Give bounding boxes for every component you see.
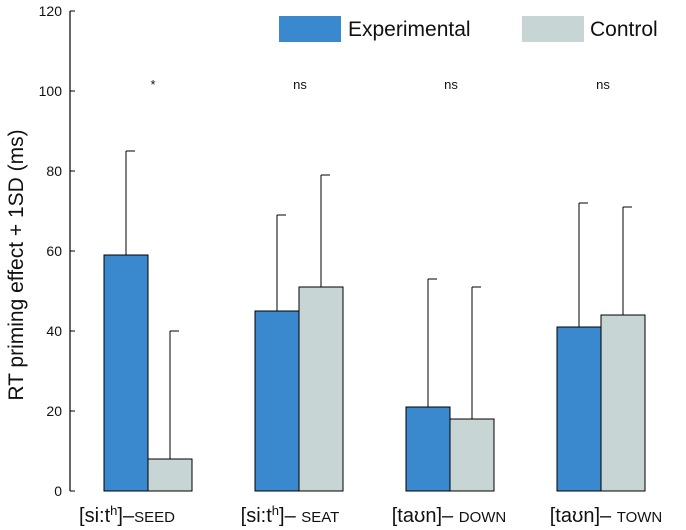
legend-swatch (279, 16, 341, 42)
significance-labels: * ns ns ns (150, 77, 610, 92)
category-bracket: ] (117, 505, 123, 527)
category-superscript: h (110, 503, 117, 518)
bar (600, 314, 646, 492)
x-category-label: [taʊn]– TOWN (550, 505, 663, 527)
bar (449, 418, 495, 492)
legend-swatch (522, 16, 584, 42)
x-category-label: [si:th]– SEAT (241, 503, 340, 528)
y-tick-label: 120 (39, 3, 63, 19)
y-tick-label: 0 (54, 483, 62, 499)
y-axis: 0 20 40 60 80 100 120 (39, 3, 75, 499)
category-dash: – (600, 505, 617, 527)
significance-label: ns (293, 77, 307, 92)
x-category-label: [si:th]–SEED (79, 503, 175, 528)
y-axis-title: RT priming effect + 1SD (ms) (5, 129, 28, 400)
bar (254, 310, 300, 492)
category-word: DOWN (459, 509, 507, 526)
y-tick-label: 20 (46, 403, 62, 419)
category-superscript: h (272, 503, 279, 518)
significance-label: ns (596, 77, 610, 92)
bar (298, 286, 344, 492)
bar (556, 326, 602, 492)
category-dash: – (285, 505, 302, 527)
bar (405, 406, 451, 492)
significance-label: ns (444, 77, 458, 92)
y-tick-label: 100 (39, 83, 63, 99)
y-tick-label: 60 (46, 243, 62, 259)
x-category-label: [taʊn]– DOWN (392, 505, 506, 527)
legend-label: Control (590, 18, 658, 41)
category-ipa: [taʊn] (392, 505, 442, 527)
category-ipa: [si:t (79, 505, 111, 527)
bar (147, 458, 193, 492)
category-bracket: ] (279, 505, 285, 527)
x-axis-labels: [si:th]–SEED [si:th]– SEAT [taʊn]– DOWN [ta… (79, 503, 662, 528)
legend: Experimental Control (279, 16, 658, 42)
category-ipa: [si:t (241, 505, 273, 527)
significance-label: * (150, 77, 155, 92)
y-tick-label: 40 (46, 323, 62, 339)
legend-label: Experimental (348, 18, 471, 41)
bars (103, 150, 646, 492)
category-word: SEAT (301, 509, 339, 526)
category-word: SEED (134, 509, 175, 526)
category-ipa: [taʊn] (550, 505, 600, 527)
y-tick-label: 80 (46, 163, 62, 179)
category-word: TOWN (617, 509, 663, 526)
bar (103, 254, 149, 492)
category-dash: – (123, 505, 135, 527)
category-dash: – (442, 505, 459, 527)
